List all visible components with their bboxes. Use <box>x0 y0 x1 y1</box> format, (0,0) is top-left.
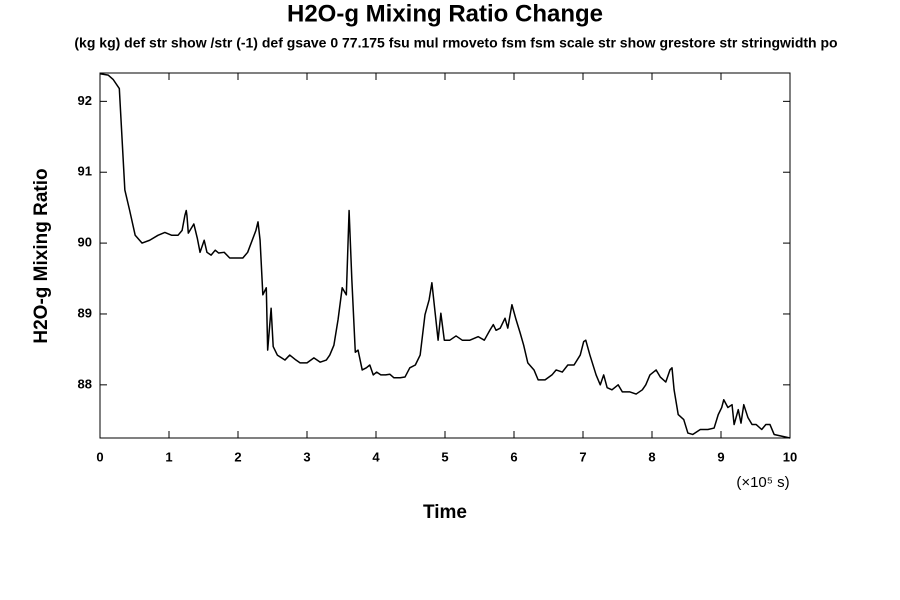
y-tick-label: 91 <box>78 164 92 179</box>
chart-title: H2O-g Mixing Ratio Change <box>287 0 603 27</box>
x-tick-label: 9 <box>717 449 724 464</box>
chart-subtitle: (kg kg) def str show /str (-1) def gsave… <box>74 35 837 51</box>
x-tick-label: 4 <box>372 449 380 464</box>
x-tick-label: 0 <box>96 449 103 464</box>
x-tick-label: 6 <box>510 449 517 464</box>
x-tick-label: 3 <box>303 449 310 464</box>
x-tick-label: 7 <box>579 449 586 464</box>
y-tick-label: 90 <box>78 235 92 250</box>
x-tick-label: 10 <box>783 449 797 464</box>
y-axis-label: H2O-g Mixing Ratio <box>31 168 52 343</box>
x-tick-label: 1 <box>165 449 172 464</box>
data-line <box>99 72 791 439</box>
plot-frame <box>99 72 791 439</box>
x-axis-label: Time <box>423 502 467 523</box>
x-unit-annotation: (×10⁵ s) <box>736 474 789 491</box>
x-tick-label: 5 <box>441 449 448 464</box>
y-tick-label: 92 <box>78 93 92 108</box>
y-tick-label: 89 <box>78 305 92 320</box>
y-tick-label: 88 <box>78 376 92 391</box>
x-tick-label: 8 <box>648 449 655 464</box>
x-tick-label: 2 <box>234 449 241 464</box>
